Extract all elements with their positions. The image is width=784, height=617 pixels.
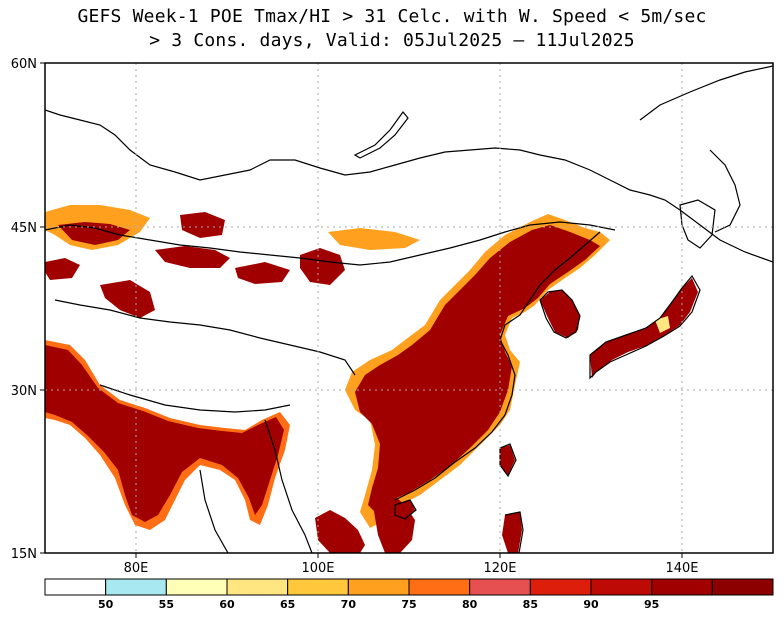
- map-title-line-1: GEFS Week-1 POE Tmax/HI > 31 Celc. with …: [77, 6, 707, 27]
- map-frame: [44, 62, 774, 554]
- colorbar-label: 55: [159, 598, 174, 611]
- lon-label: 140E: [665, 561, 698, 576]
- lon-label: 120E: [483, 561, 516, 576]
- probability-fill: [45, 205, 698, 553]
- axis-ticks: [40, 62, 683, 558]
- colorbar-swatch: [165, 578, 228, 596]
- colorbar-swatch: [590, 578, 653, 596]
- colorbar-swatch: [105, 578, 167, 596]
- colorbar-swatch: [469, 578, 531, 596]
- lat-label: 15N: [11, 547, 37, 562]
- colorbar-swatch: [226, 578, 289, 596]
- colorbar-label: 75: [401, 598, 416, 611]
- graticule: [45, 63, 773, 553]
- colorbar-swatch: [651, 578, 713, 596]
- colorbar-label: 80: [462, 598, 478, 611]
- colorbar-label: 95: [644, 598, 659, 611]
- coastlines: [45, 65, 773, 553]
- colorbar-swatch: [44, 578, 107, 596]
- colorbar-swatch: [529, 578, 592, 596]
- lon-label: 80E: [124, 561, 149, 576]
- map-title-line-2: > 3 Cons. days, Valid: 05Jul2025 – 11Jul…: [149, 30, 635, 51]
- lat-label: 60N: [11, 57, 37, 72]
- colorbar-swatch: [287, 578, 349, 596]
- colorbar-label: 50: [98, 598, 114, 611]
- colorbar-swatch: [711, 578, 774, 596]
- lat-label: 45N: [11, 221, 37, 236]
- lat-label: 30N: [11, 384, 37, 399]
- colorbar-label: 70: [341, 598, 357, 611]
- lon-label: 100E: [301, 561, 334, 576]
- colorbar-swatch: [347, 578, 410, 596]
- colorbar-label: 60: [219, 598, 235, 611]
- colorbar: 50 55 60 65 70 75 80 85 90 95: [44, 578, 774, 611]
- colorbar-label: 90: [583, 598, 599, 611]
- colorbar-label: 85: [523, 598, 538, 611]
- colorbar-label: 65: [280, 598, 295, 611]
- colorbar-swatch: [408, 578, 471, 596]
